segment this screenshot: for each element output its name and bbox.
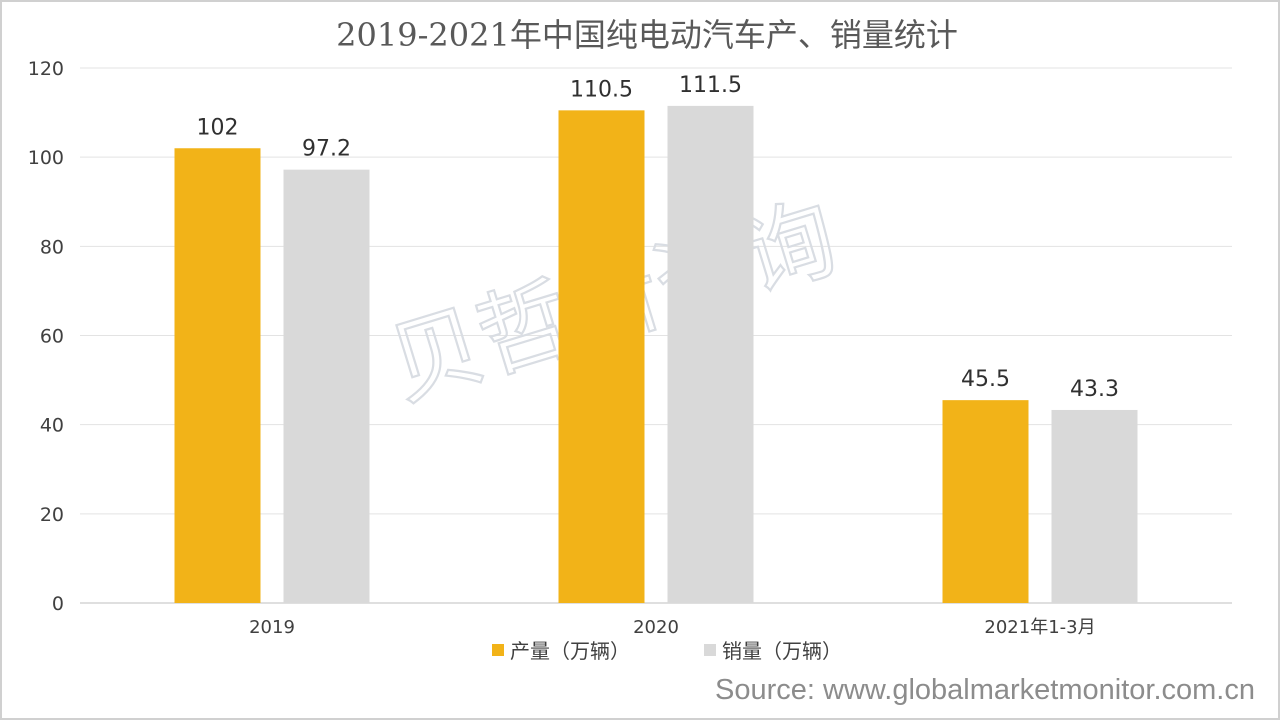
x-tick-label: 2020 [633,617,679,638]
y-tick-label: 80 [40,236,64,258]
bar-production-0 [174,148,261,603]
bars [174,105,1138,604]
y-tick-label: 0 [52,593,64,615]
y-tick-label: 100 [28,147,64,169]
chart-title: 2019-2021年中国纯电动汽车产、销量统计 [336,16,958,54]
bar-production-1 [558,110,645,604]
legend: 产量（万辆） 销量（万辆） [492,639,842,663]
y-tick-label: 120 [28,58,64,80]
data-label: 43.3 [1070,377,1119,402]
legend-swatch-production [492,644,504,656]
data-label: 111.5 [679,73,742,98]
source-note: Source: www.globalmarketmonitor.com.cn [715,674,1255,706]
bar-sales-0 [283,169,370,603]
x-axis-ticks: 2019 2020 2021年1-3月 [249,617,1096,638]
data-labels: 102 97.2 110.5 111.5 45.5 43.3 [197,73,1119,402]
data-label: 110.5 [570,77,633,102]
bar-production-2 [942,400,1029,603]
legend-swatch-sales [704,644,716,656]
gridlines [80,67,1232,604]
y-axis-ticks: 0 20 40 60 80 100 120 [28,58,64,615]
bar-sales-1 [667,105,754,603]
data-label: 97.2 [302,137,351,162]
x-tick-label: 2021年1-3月 [984,617,1095,638]
legend-label-sales: 销量（万辆） [722,639,842,663]
y-tick-label: 40 [40,415,64,437]
y-tick-label: 60 [40,326,64,348]
data-label: 102 [197,115,239,140]
data-label: 45.5 [961,367,1010,392]
y-tick-label: 20 [40,504,64,526]
bar-sales-2 [1051,409,1138,603]
legend-label-production: 产量（万辆） [510,639,630,663]
x-tick-label: 2019 [249,617,295,638]
